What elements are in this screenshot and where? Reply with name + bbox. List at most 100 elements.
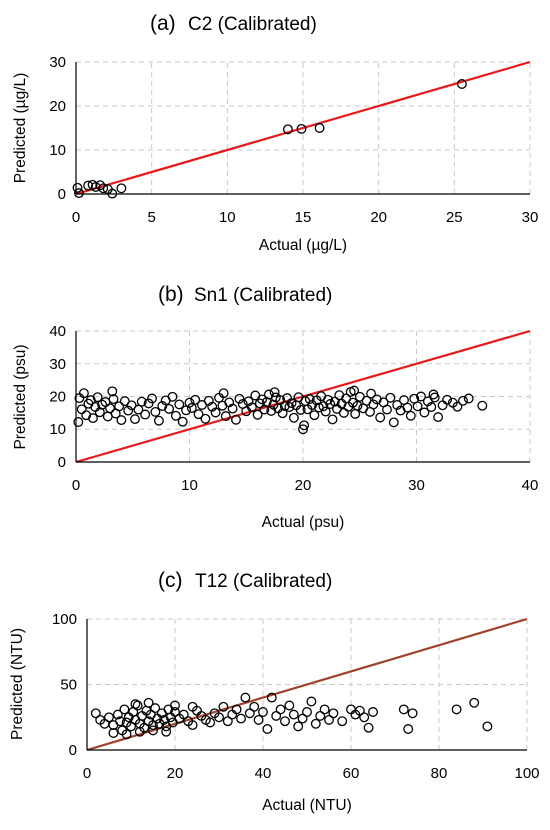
panel-b-data-point	[193, 409, 204, 420]
panel-b-ytick-40: 40	[49, 323, 66, 340]
panel-c-data-point	[266, 692, 277, 703]
panel-b-title: Sn1 (Calibrated)	[194, 285, 332, 306]
panel-b-ytick-0: 0	[58, 454, 66, 471]
panel-a-data-point	[74, 188, 84, 199]
panel-a-1to1-line	[75, 60, 531, 196]
panel-c-data-point	[328, 708, 339, 719]
panel-c-ytick-50: 50	[60, 677, 77, 694]
panel-a-xtick-0: 0	[72, 209, 80, 226]
panel-c-data-point	[451, 704, 462, 715]
panel-c-data-point	[218, 701, 229, 712]
panel-c-data-point	[306, 696, 317, 707]
panel-c-label: (c)	[158, 569, 183, 592]
panel-b-xtick-40: 40	[522, 477, 539, 494]
panel-c-data-point	[159, 714, 169, 725]
panel-c-xtick-60: 60	[343, 765, 360, 782]
panel-b-data-point	[338, 407, 349, 418]
panel-b-data-point	[325, 399, 336, 409]
panel-b-data-point	[81, 410, 92, 421]
panel-b-xtick-10: 10	[181, 477, 198, 494]
panel-c-data-point	[143, 697, 154, 708]
panel-b-data-point	[207, 401, 218, 412]
panel-b-data-point	[130, 414, 140, 425]
panel-c-data-point	[262, 724, 273, 734]
panel-b-ytick-20: 20	[49, 389, 66, 406]
panel-b-data-point	[382, 404, 392, 415]
panel-b-data-point	[428, 389, 439, 400]
panel-a-x-axis-title: Actual (µg/L)	[259, 237, 347, 254]
panel-a: (a) C2 (Calibrated) 0 5 10 15 20 25 30 0…	[12, 12, 538, 254]
panel-b-xtick-30: 30	[408, 477, 425, 494]
panel-b-data-point	[133, 404, 144, 415]
panel-c-data-point	[253, 714, 264, 725]
panel-b-data-point	[143, 398, 154, 409]
panel-b-data-point	[298, 424, 308, 435]
panel-b-data-point	[184, 397, 195, 408]
panel-c-data-point	[407, 708, 418, 719]
panel-c-data-point	[354, 705, 365, 716]
panel-c-data-point	[150, 703, 161, 714]
panel-c-data-point	[148, 725, 158, 736]
panel-c-xtick-20: 20	[167, 765, 184, 782]
panel-c-ytick-0: 0	[69, 742, 77, 759]
panel-b-data-point	[385, 392, 396, 403]
panel-c-data-point	[104, 712, 114, 723]
panel-b-data-point	[234, 393, 245, 404]
panel-b-ytick-10: 10	[49, 421, 66, 438]
panel-b-data-point	[320, 406, 331, 417]
panel-b-data-point	[442, 394, 453, 405]
panel-b-data-point	[136, 396, 147, 407]
panel-c-data-point	[222, 716, 233, 727]
panel-c-data-point	[115, 716, 125, 727]
panel-c-data-point	[170, 707, 180, 717]
panel-b-data-point	[349, 385, 360, 396]
panel-b-data-point	[405, 410, 416, 421]
panel-c-y-axis-title: Predicted (NTU)	[9, 628, 26, 740]
panel-c-title: T12 (Calibrated)	[195, 571, 332, 592]
panel-b-data-point	[368, 399, 379, 410]
panel-c-data-point	[108, 728, 119, 738]
panel-c-data-point	[337, 716, 348, 727]
panel-b-data-point	[170, 410, 181, 421]
panel-b-data-point	[327, 414, 338, 425]
panel-a-data-point	[72, 182, 83, 193]
panel-a-data-point	[456, 79, 467, 89]
panel-b-x-axis-title: Actual (psu)	[262, 514, 345, 531]
panel-a-xtick-25: 25	[446, 209, 463, 226]
panel-a-xtick-5: 5	[148, 209, 156, 226]
panel-b-data-point	[246, 402, 257, 413]
panel-b-data-point	[108, 394, 119, 405]
panel-b-data-point	[92, 392, 103, 403]
panel-c-data-point	[258, 707, 268, 717]
panel-c-x-axis-title: Actual (NTU)	[262, 797, 352, 814]
panel-b-data-point	[286, 398, 297, 409]
panel-c-xtick-80: 80	[431, 765, 448, 782]
panel-b-data-point	[412, 401, 423, 412]
panel-b-data-point	[304, 394, 315, 405]
panel-c-data-point	[161, 726, 172, 737]
panel-c-data-point	[293, 721, 304, 732]
panel-c-data-point	[205, 717, 216, 728]
panel-b-data-point	[190, 394, 201, 405]
panel-b-data-point	[200, 413, 211, 424]
panel-b-data-point	[352, 400, 363, 411]
panel-b-data-point	[114, 401, 125, 412]
panel-b-data-point	[150, 406, 161, 417]
panel-a-ytick-30: 30	[49, 54, 66, 71]
panel-c-data-point	[130, 699, 141, 710]
panel-a-ytick-20: 20	[49, 98, 66, 115]
panel-b-data-point	[350, 408, 361, 419]
panel-b-data-point	[419, 407, 430, 418]
panel-b-data-point	[437, 400, 448, 411]
panel-b-data-point	[174, 399, 185, 410]
panel-c-data-point	[368, 707, 378, 717]
panel-b-data-point	[426, 402, 437, 412]
panel-b: (b) Sn1 (Calibrated) 0 10 20 30 40 0 10 …	[12, 283, 538, 531]
panel-b-data-point	[309, 410, 320, 421]
panel-a-data-point	[296, 123, 307, 134]
panel-a-xtick-30: 30	[522, 209, 539, 226]
panel-c-data-point	[90, 708, 101, 719]
panel-b-data-point	[402, 402, 413, 413]
panel-b-data-point	[126, 400, 137, 411]
